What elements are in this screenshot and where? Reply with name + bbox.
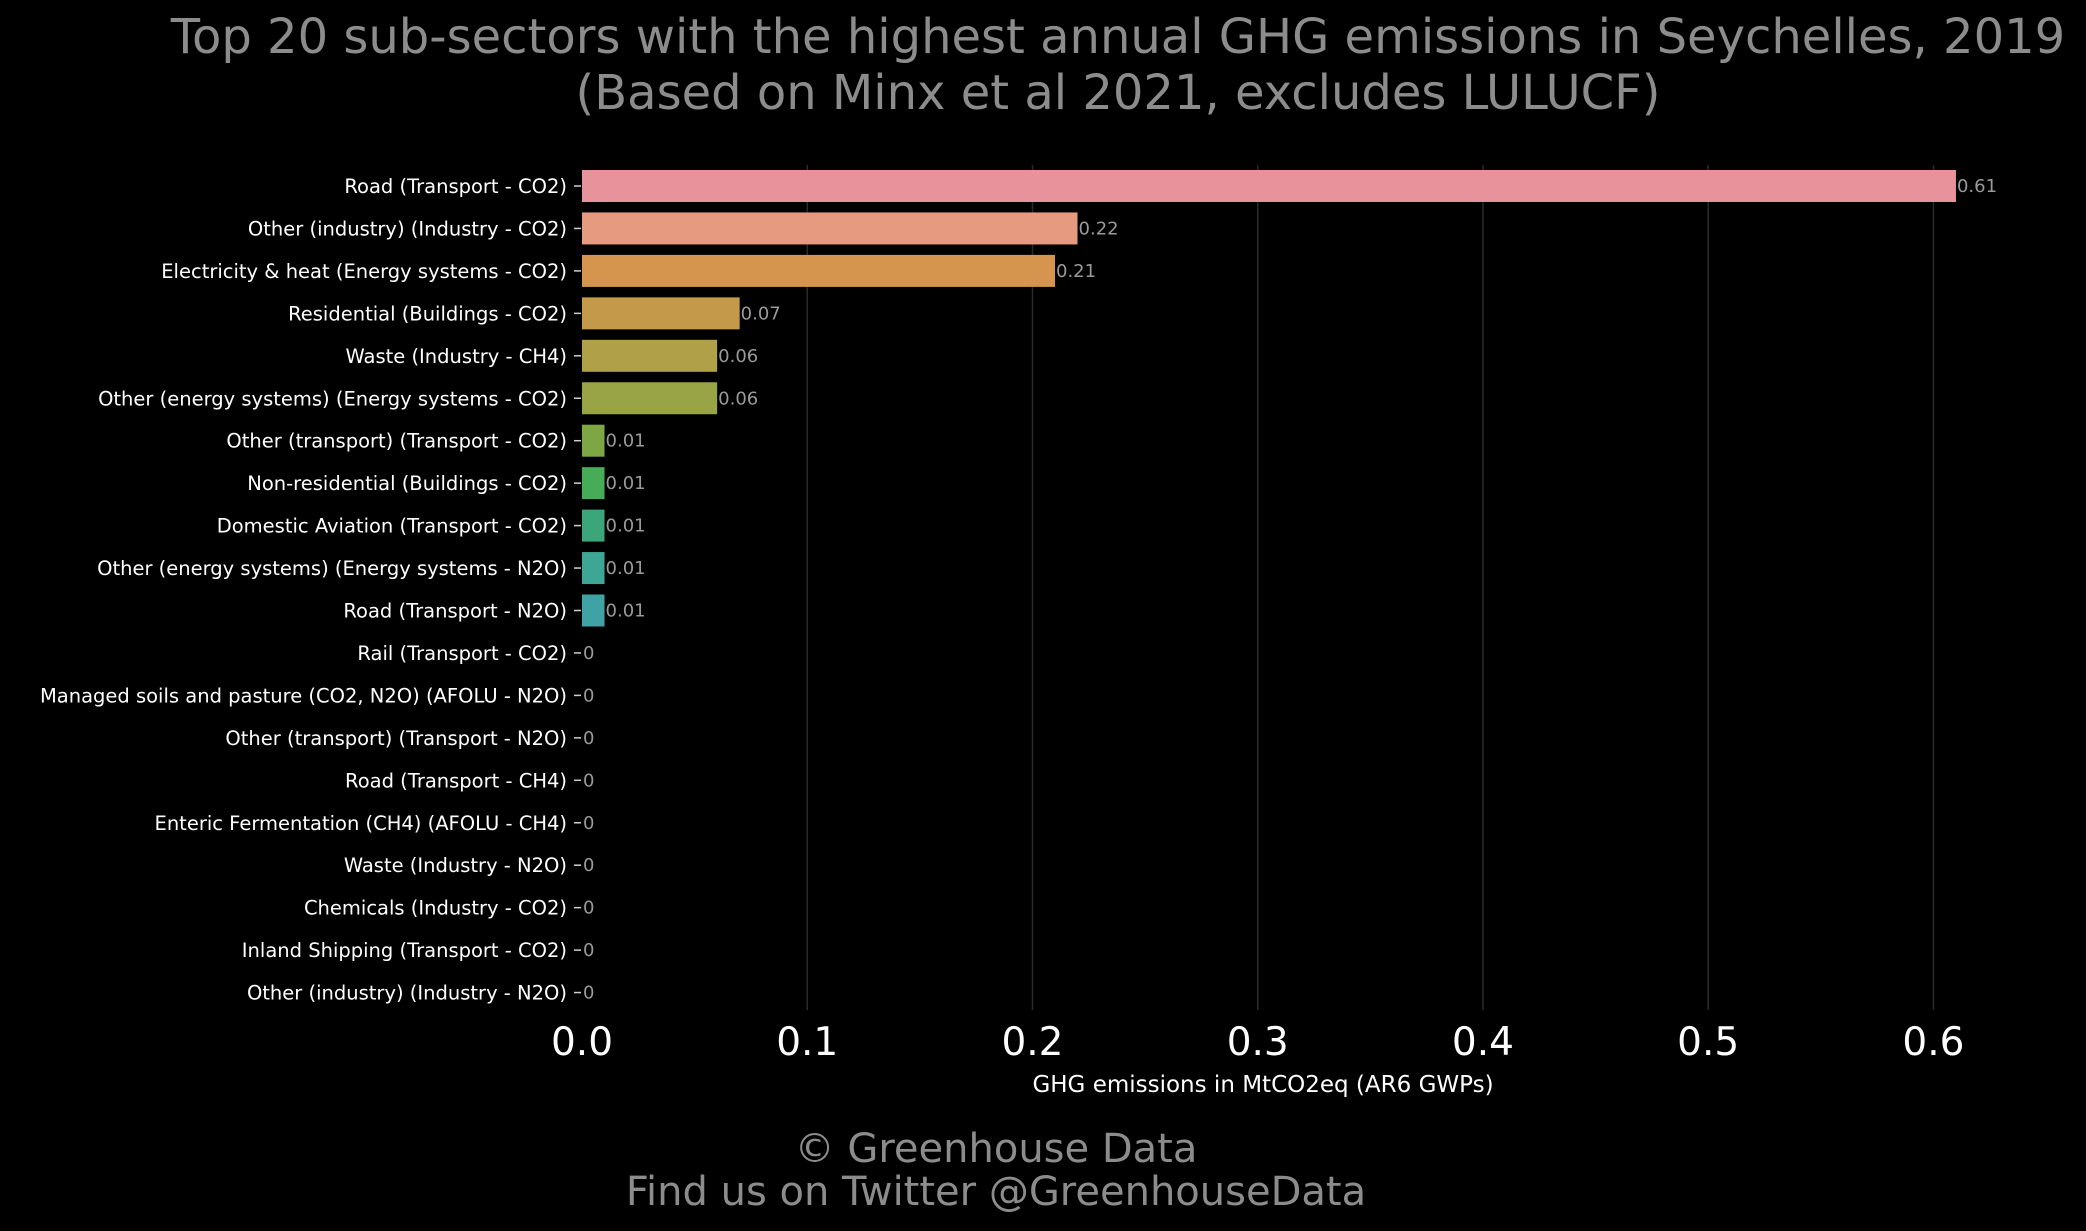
category-label: Other (industry) (Industry - N2O) [247,982,567,1005]
x-tick-label: 0.2 [1001,1020,1063,1065]
bars [582,170,1956,627]
category-label: Inland Shipping (Transport - CO2) [242,939,567,962]
category-label: Other (transport) (Transport - N2O) [225,727,567,750]
data-label: 0.22 [1079,218,1119,239]
bar [582,467,605,500]
x-tick-label: 0.4 [1452,1020,1514,1065]
x-tick-label: 0.3 [1227,1020,1289,1065]
category-label: Other (energy systems) (Energy systems -… [97,557,567,580]
bar [582,594,605,627]
category-label: Non-residential (Buildings - CO2) [247,472,567,495]
bar [582,424,605,457]
data-label: 0.21 [1056,261,1096,282]
data-label: 0 [583,643,594,664]
category-label: Road (Transport - CO2) [344,175,567,198]
data-label: 0.06 [718,346,758,367]
x-tick-label: 0.0 [551,1020,613,1065]
data-label: 0.07 [741,303,781,324]
bar [582,382,718,415]
category-label: Managed soils and pasture (CO2, N2O) (AF… [40,684,567,707]
category-label: Residential (Buildings - CO2) [288,302,567,325]
category-label: Other (transport) (Transport - CO2) [226,430,567,453]
bar [582,297,740,330]
category-label: Other (energy systems) (Energy systems -… [98,387,567,410]
data-label: 0.01 [606,473,646,494]
data-label: 0.01 [606,558,646,579]
gridlines [806,165,1935,1010]
category-label: Enteric Fermentation (CH4) (AFOLU - CH4) [155,812,568,835]
bar [582,212,1078,245]
chart-title: Top 20 sub-sectors with the highest annu… [170,9,2066,65]
chart-subtitle: (Based on Minx et al 2021, excludes LULU… [575,65,1661,121]
data-label: 0.61 [1957,176,1997,197]
data-label: 0.01 [606,601,646,622]
category-label: Domestic Aviation (Transport - CO2) [217,515,567,538]
data-label: 0.06 [718,388,758,409]
category-label: Waste (Industry - N2O) [344,854,567,877]
category-labels: Road (Transport - CO2) Other (industry) (… [40,175,581,1005]
category-label: Other (industry) (Industry - CO2) [248,217,567,240]
data-label: 0 [583,855,594,876]
data-label: 0 [583,685,594,706]
data-label: 0 [583,813,594,834]
data-label: 0.01 [606,431,646,452]
bar [582,339,718,372]
data-label: 0 [583,898,594,919]
bar [582,254,1055,287]
footer-copyright: © Greenhouse Data [794,1126,1198,1172]
category-label: Road (Transport - CH4) [345,769,567,792]
x-tick-label: 0.5 [1677,1020,1739,1065]
x-tick-label: 0.6 [1902,1020,1964,1065]
bar [582,552,605,585]
category-label: Electricity & heat (Energy systems - CO2… [161,260,567,283]
x-axis-title: GHG emissions in MtCO2eq (AR6 GWPs) [1032,1072,1493,1098]
category-label: Waste (Industry - CH4) [345,345,567,368]
data-labels: 0.61 0.22 0.21 0.07 0.06 0.06 0.01 0.01 0.01 0.01… [583,176,1997,1004]
category-label: Rail (Transport - CO2) [357,642,567,665]
x-tick-labels: 0.0 0.1 0.2 0.3 0.4 0.5 0.6 [551,1020,1964,1065]
category-label: Chemicals (Industry - CO2) [304,897,567,920]
data-label: 0 [583,983,594,1004]
data-label: 0 [583,728,594,749]
bar [582,509,605,542]
category-label: Road (Transport - N2O) [343,600,567,623]
data-label: 0 [583,770,594,791]
footer-twitter: Find us on Twitter @GreenhouseData [625,1169,1367,1215]
data-label: 0 [583,940,594,961]
bar [582,170,1956,202]
data-label: 0.01 [606,516,646,537]
x-tick-label: 0.1 [776,1020,838,1065]
